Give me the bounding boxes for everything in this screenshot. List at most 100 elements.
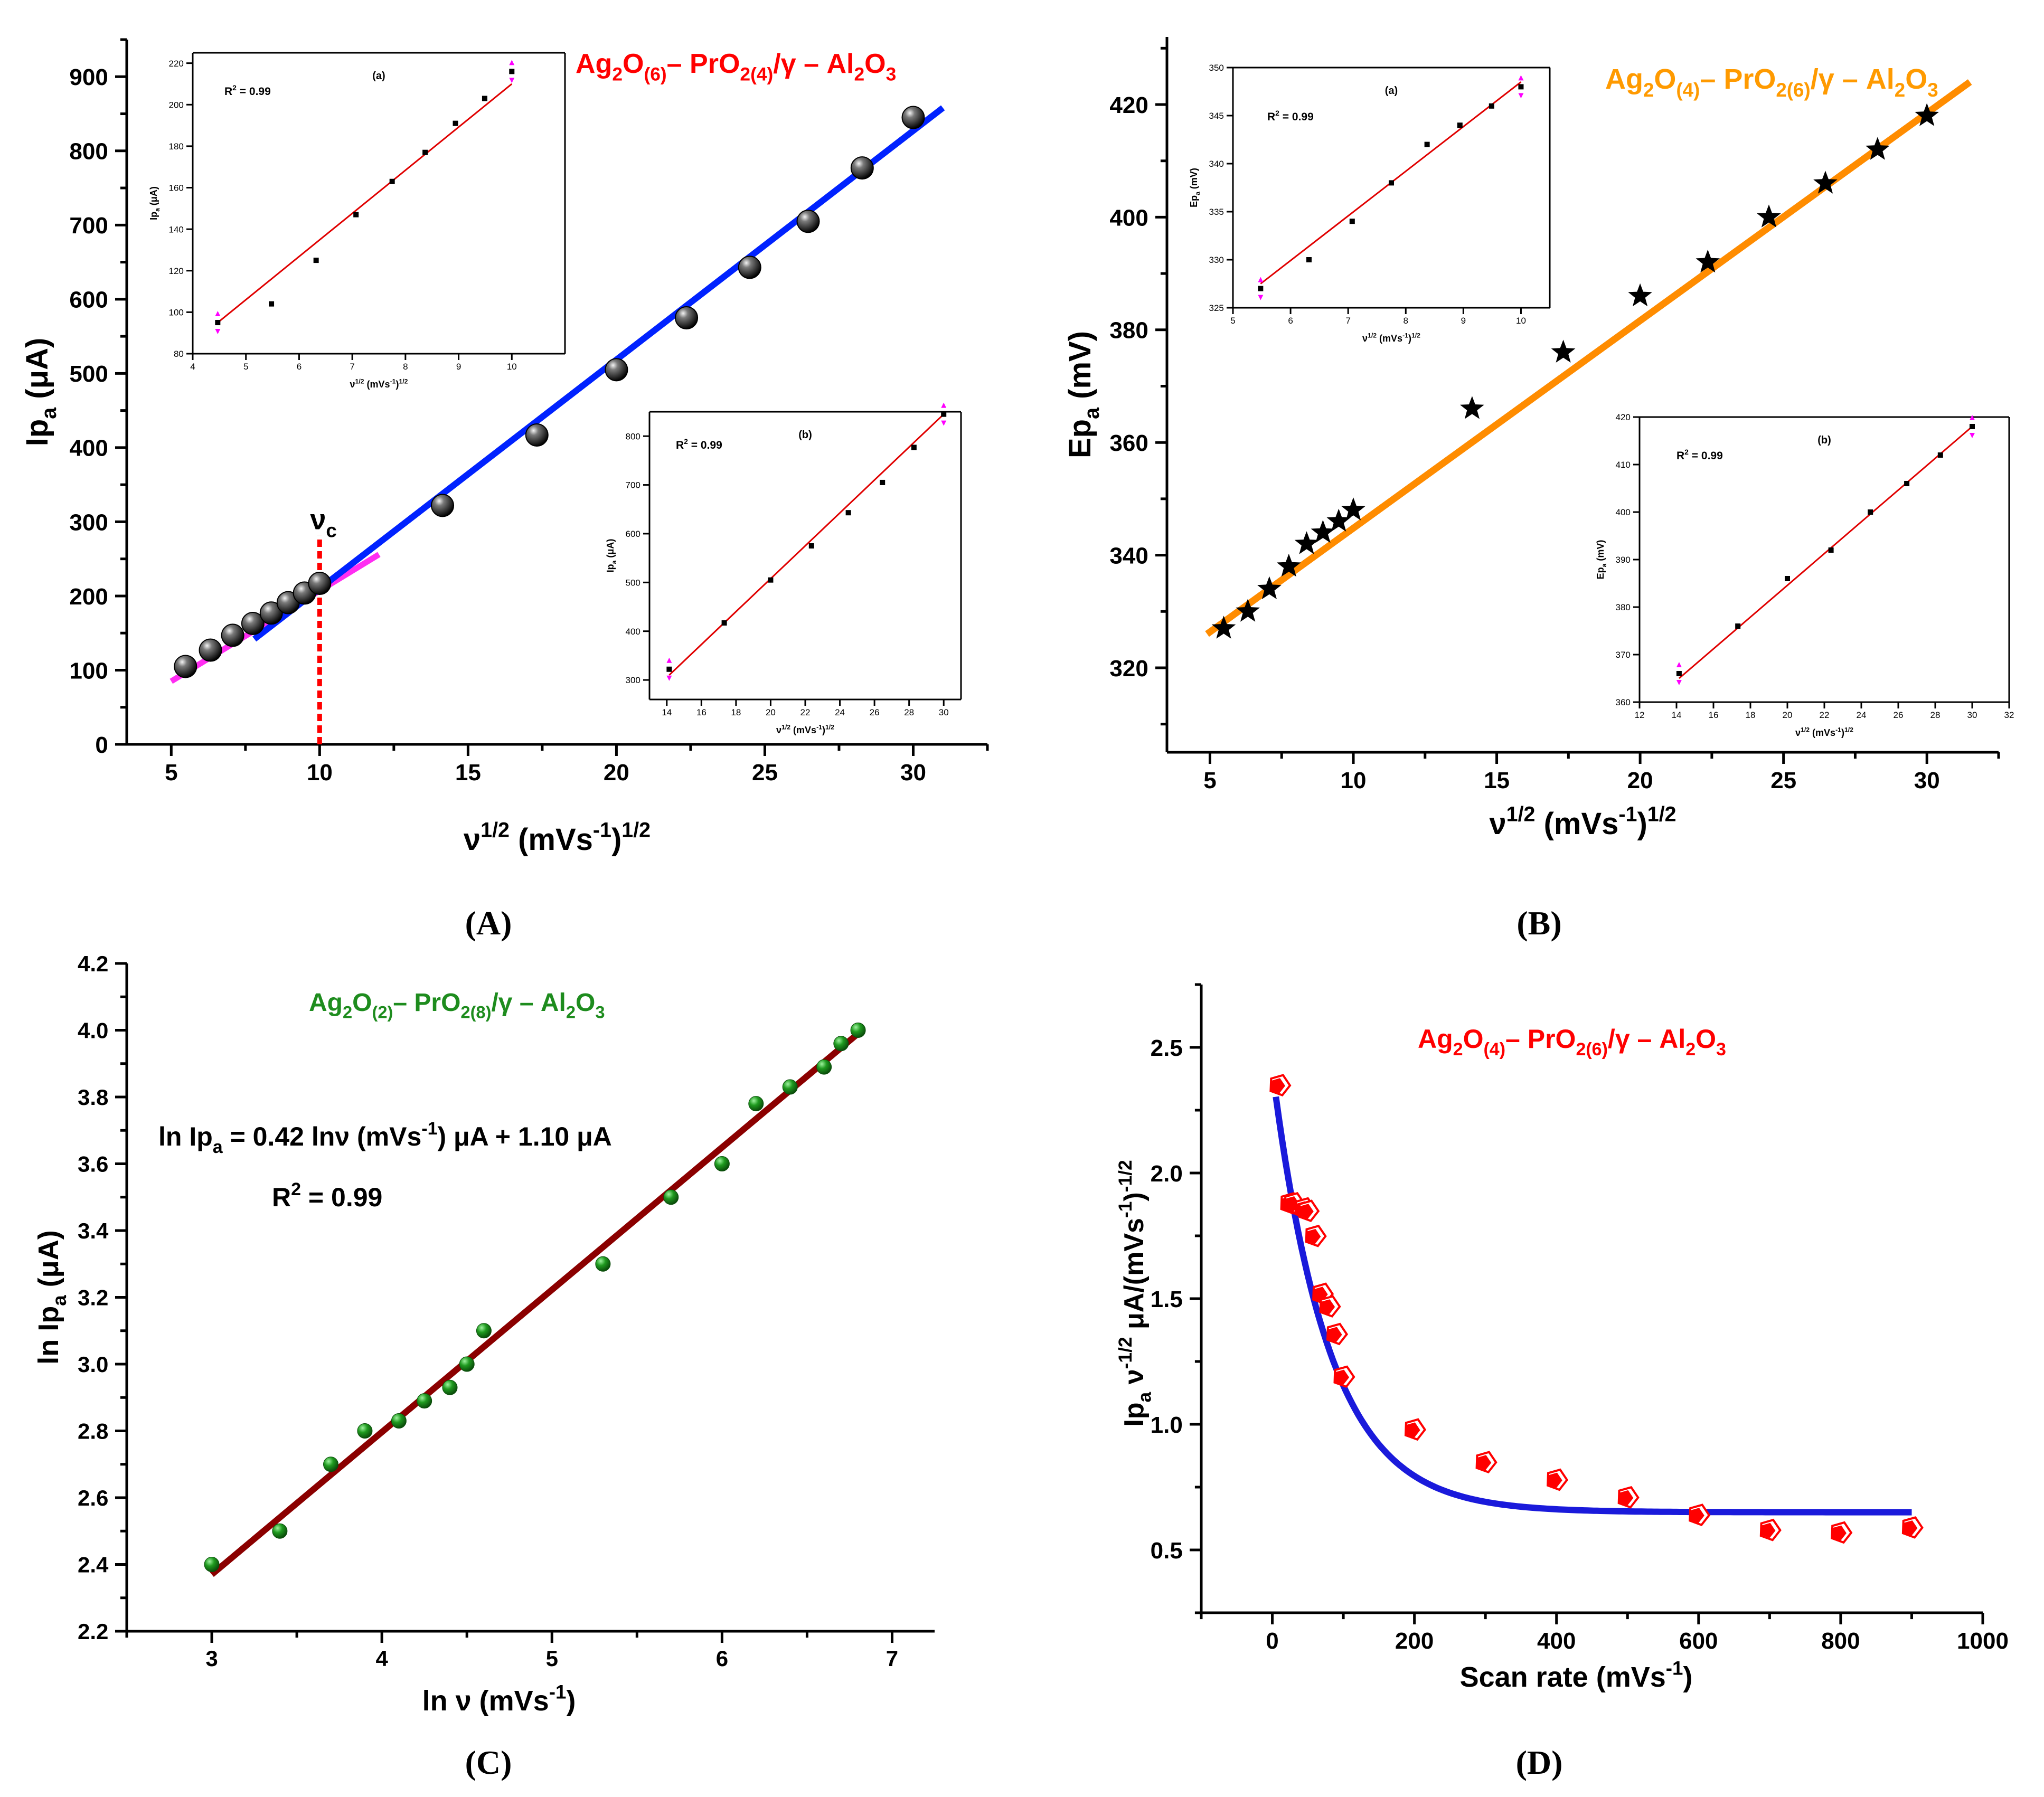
x-tick-label: 4: [190, 362, 195, 372]
data-point: [204, 1557, 220, 1572]
data-point: [272, 1523, 288, 1539]
x-tick-label: 26: [870, 707, 880, 717]
data-point: [1257, 576, 1282, 599]
y-tick-label: 200: [169, 100, 184, 110]
y-axis-label: Epa (mV): [1063, 331, 1104, 458]
data-point: [1866, 137, 1890, 160]
inset-data-point: [1785, 576, 1790, 581]
data-point: [816, 1059, 832, 1075]
y-tick-label: 420: [1109, 92, 1148, 118]
panel-a: 5 10 15 20 25 300100200300400500600700800900I…: [20, 38, 989, 942]
inset-data-point: [941, 411, 947, 417]
inset-data-point: [269, 301, 275, 307]
fit-line-high: [252, 105, 945, 642]
inset-a: 5 6 7 8 9 10 325 330 335 340 345 350 (a) R2 = 0.99 ν1/…: [1189, 63, 1551, 344]
x-tick-label: 16: [696, 707, 707, 717]
data-point: [1628, 283, 1652, 307]
data-point: [663, 1189, 679, 1205]
data-point: [199, 638, 222, 662]
inset-data-point: [453, 120, 458, 126]
data-point: [417, 1393, 432, 1409]
inset-error-marker: [666, 657, 672, 681]
panel-label: (C): [465, 1744, 512, 1781]
x-tick-label: 20: [766, 707, 776, 717]
x-tick-label: 10: [1516, 316, 1526, 326]
x-tick-label: 20: [1627, 768, 1653, 793]
x-tick-label: 10: [507, 362, 517, 372]
y-tick-label: 300: [69, 509, 108, 535]
y-tick-label: 800: [69, 139, 108, 165]
x-axis-label: ln ν (mVs-1): [422, 1681, 576, 1717]
fit-curve: [1273, 1096, 1912, 1516]
y-tick-label: 500: [626, 578, 640, 588]
data-point: [1617, 1486, 1640, 1509]
panel-c: 3 4 5 6 7 2.2 2.4 2.6 2.8 3.0 3.2 3.4 3.6 3.8 4.0 4.2 ln…: [33, 951, 935, 1781]
data-point: [595, 1256, 611, 1272]
data-point: [1475, 1451, 1497, 1473]
y-tick-label: 1.5: [1151, 1287, 1183, 1312]
inset-data-point: [1306, 257, 1312, 262]
x-tick-label: 32: [2004, 710, 2014, 720]
y-tick-label: 370: [1616, 650, 1631, 660]
y-tick-label: 400: [626, 627, 640, 637]
inset-error-marker: [1518, 75, 1524, 99]
data-point-fill: [1327, 1327, 1342, 1342]
y-tick-label: 340: [1109, 543, 1148, 569]
x-tick-label: 5: [243, 362, 248, 372]
data-point: [850, 156, 874, 180]
inset-error-marker: [509, 60, 515, 83]
x-tick-label: 6: [1288, 316, 1293, 326]
x-tick-label: 200: [1395, 1628, 1434, 1654]
x-tick-label: 25: [752, 760, 778, 786]
inset-data-point: [1970, 424, 1975, 429]
inset-data-point: [1937, 452, 1943, 458]
inset-error-marker: [215, 311, 221, 335]
inset-data-point: [353, 212, 359, 217]
inset-fit-line: [1678, 425, 1973, 679]
y-tick-label: 800: [626, 431, 640, 441]
inset-fit-line: [217, 83, 513, 324]
data-point: [833, 1036, 849, 1052]
inset-label: (a): [1385, 85, 1398, 97]
inset-data-point: [1489, 103, 1494, 109]
data-point: [1305, 1224, 1327, 1247]
data-point-fill: [1299, 1204, 1314, 1219]
y-tick-label: 400: [1616, 507, 1631, 517]
y-tick-label: 330: [1209, 255, 1224, 265]
inset-x-label: ν1/2 (mVs-1)1/2: [776, 723, 834, 735]
x-tick-label: 30: [900, 760, 926, 786]
x-tick-label: 24: [835, 707, 845, 717]
inset-data-point: [313, 258, 319, 263]
inset-y-label: Epa (mV): [1595, 540, 1608, 580]
inset-data-point: [1424, 141, 1430, 147]
inset-data-point: [215, 320, 221, 326]
panel-title: Ag2O(4)– PrO2(6)/γ – Al2O3: [1418, 1024, 1726, 1060]
x-axis-label: ν1/2 (mVs-1)1/2: [1489, 803, 1676, 841]
data-point: [1333, 1365, 1355, 1388]
data-point: [1813, 171, 1838, 194]
x-tick-label: 28: [904, 707, 914, 717]
inset-data-point: [1457, 122, 1463, 128]
inset-label: (b): [1817, 434, 1831, 446]
inset-r2: R2 = 0.99: [1267, 109, 1314, 123]
x-tick-label: 18: [731, 707, 741, 717]
x-tick-label: 15: [455, 760, 481, 786]
inset-data-point: [1828, 547, 1834, 553]
y-tick-label: 3.2: [78, 1285, 108, 1310]
y-tick-label: 380: [1109, 318, 1148, 344]
data-point: [476, 1323, 492, 1339]
data-point-fill: [1690, 1508, 1704, 1523]
inset-data-point: [1735, 623, 1741, 629]
data-point: [1236, 599, 1260, 622]
x-tick-label: 10: [1341, 768, 1367, 793]
data-point-fill: [1406, 1422, 1420, 1437]
data-point: [1269, 1074, 1292, 1096]
y-tick-label: 3.6: [78, 1152, 108, 1177]
inset-fit-line: [668, 413, 945, 676]
inset-data-point: [1349, 219, 1355, 224]
data-point: [357, 1423, 373, 1439]
data-point: [459, 1356, 475, 1372]
inset-y-label: Ipa (μA): [148, 186, 161, 220]
y-tick-label: 160: [169, 183, 184, 193]
y-tick-label: 180: [169, 141, 184, 152]
